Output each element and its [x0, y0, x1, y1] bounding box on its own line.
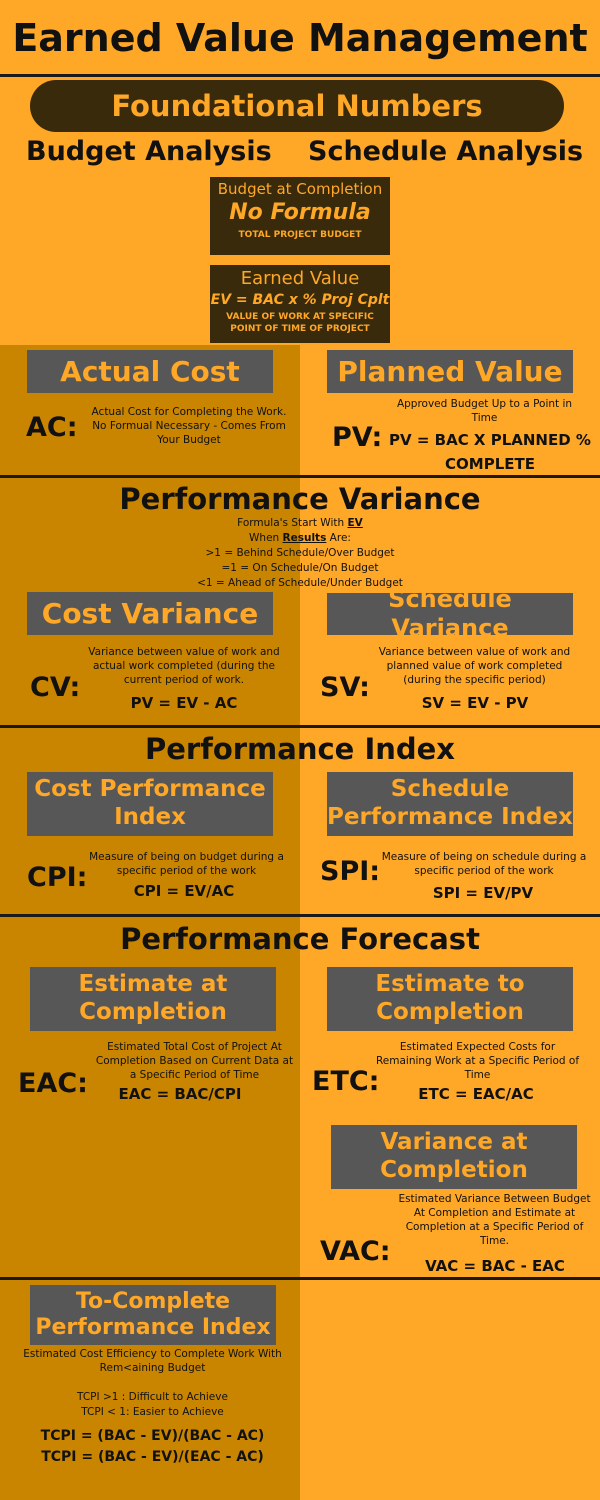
pv-abbr: PV:: [332, 422, 383, 453]
tcpi-rule: TCPI >1 : Difficult to Achieve: [77, 1391, 228, 1403]
foundational-banner: Foundational Numbers: [30, 80, 564, 132]
tcpi-desc: Estimated Cost Efficiency to Complete Wo…: [23, 1348, 282, 1374]
estimate-at-completion-title: Estimate at Completion: [30, 967, 276, 1031]
cv-formula: PV = EV - AC: [130, 694, 238, 712]
eac-desc: Estimated Total Cost of Project At Compl…: [95, 1041, 294, 1081]
vac-formula: VAC = BAC - EAC: [425, 1257, 565, 1275]
etc-abbr: ETC:: [312, 1066, 380, 1097]
spi-formula: SPI = EV/PV: [432, 884, 534, 902]
bac-desc: TOTAL PROJECT BUDGET: [238, 230, 362, 240]
variance-when: When Results Are:: [150, 531, 450, 546]
cost-performance-index-title: Cost Performance Index: [27, 772, 273, 836]
pv-formula: PV = BAC X PLANNED % COMPLETE: [389, 431, 591, 473]
variance-rule: =1 = On Schedule/On Budget: [221, 561, 379, 574]
divider: [0, 725, 600, 728]
planned-value-title: Planned Value: [327, 350, 573, 393]
when-suffix: Are:: [326, 531, 351, 544]
performance-forecast-heading: Performance Forecast: [120, 922, 480, 956]
ev-desc: VALUE OF WORK AT SPECIFIC POINT OF TIME …: [226, 312, 374, 334]
tcpi-title: To-Complete Performance Index: [30, 1285, 276, 1345]
divider: [0, 74, 600, 77]
budget-analysis-heading: Budget Analysis: [26, 136, 272, 167]
variance-at-completion-title: Variance at Completion: [331, 1125, 577, 1189]
when-prefix: When: [249, 531, 283, 544]
foundational-banner-text: Foundational Numbers: [111, 89, 483, 123]
variance-note: Formula's Start With EV: [150, 516, 450, 531]
variance-rule: <1 = Ahead of Schedule/Under Budget: [197, 576, 403, 589]
cv-abbr: CV:: [30, 672, 81, 703]
ev-label: Earned Value: [240, 268, 360, 289]
vac-abbr: VAC:: [320, 1236, 391, 1267]
vac-desc: Estimated Variance Between Budget At Com…: [398, 1193, 591, 1247]
note-ev: EV: [347, 517, 363, 529]
bac-formula: No Formula: [229, 200, 371, 225]
page-title: Earned Value Management: [12, 16, 588, 60]
ac-desc: Actual Cost for Completing the Work. No …: [91, 406, 287, 446]
variance-rule: >1 = Behind Schedule/Over Budget: [205, 546, 395, 559]
divider: [0, 475, 600, 478]
estimate-to-completion-title: Estimate to Completion: [327, 967, 573, 1031]
performance-variance-heading: Performance Variance: [119, 482, 481, 516]
when-results: Results: [282, 531, 327, 544]
tcpi-formula: TCPI = (BAC - EV)/(BAC - AC): [40, 1428, 265, 1444]
bac-label: Budget at Completion: [217, 180, 383, 198]
etc-desc: Estimated Expected Costs for Remaining W…: [375, 1041, 580, 1081]
note-prefix: Formula's Start With: [237, 517, 348, 529]
sv-formula: SV = EV - PV: [421, 694, 529, 712]
performance-index-heading: Performance Index: [144, 732, 456, 766]
bac-box: Budget at Completion No Formula TOTAL PR…: [210, 177, 390, 255]
spi-desc: Measure of being on schedule during a sp…: [381, 851, 587, 877]
cpi-desc: Measure of being on budget during a spec…: [89, 851, 284, 877]
pv-desc: Approved Budget Up to a Point in Time: [396, 398, 573, 424]
ac-abbr: AC:: [26, 412, 78, 443]
sv-desc: Variance between value of work and plann…: [378, 646, 571, 686]
cost-variance-title: Cost Variance: [27, 592, 273, 635]
variance-notes: Formula's Start With EV When Results Are…: [150, 516, 450, 591]
cpi-formula: CPI = EV/AC: [133, 882, 235, 900]
ev-box: Earned Value EV = BAC x % Proj Cplt VALU…: [210, 265, 390, 343]
divider: [0, 1277, 600, 1280]
schedule-variance-title: Schedule Variance: [327, 585, 573, 642]
divider: [0, 914, 600, 917]
etc-formula: ETC = EAC/AC: [418, 1085, 534, 1103]
schedule-performance-index-title: Schedule Performance Index: [327, 772, 573, 836]
tcpi-rule: TCPI < 1: Easier to Achieve: [81, 1406, 224, 1418]
eac-formula: EAC = BAC/CPI: [118, 1085, 242, 1103]
tcpi-formula: TCPI = (BAC - EV)/(EAC - AC): [41, 1449, 264, 1465]
schedule-analysis-heading: Schedule Analysis: [308, 136, 584, 167]
cpi-abbr: CPI:: [27, 862, 88, 893]
spi-abbr: SPI:: [320, 856, 381, 887]
sv-abbr: SV:: [320, 672, 370, 703]
actual-cost-title: Actual Cost: [27, 350, 273, 393]
ev-formula: EV = BAC x % Proj Cplt: [210, 292, 390, 308]
cv-desc: Variance between value of work and actua…: [88, 646, 280, 686]
eac-abbr: EAC:: [18, 1068, 88, 1099]
